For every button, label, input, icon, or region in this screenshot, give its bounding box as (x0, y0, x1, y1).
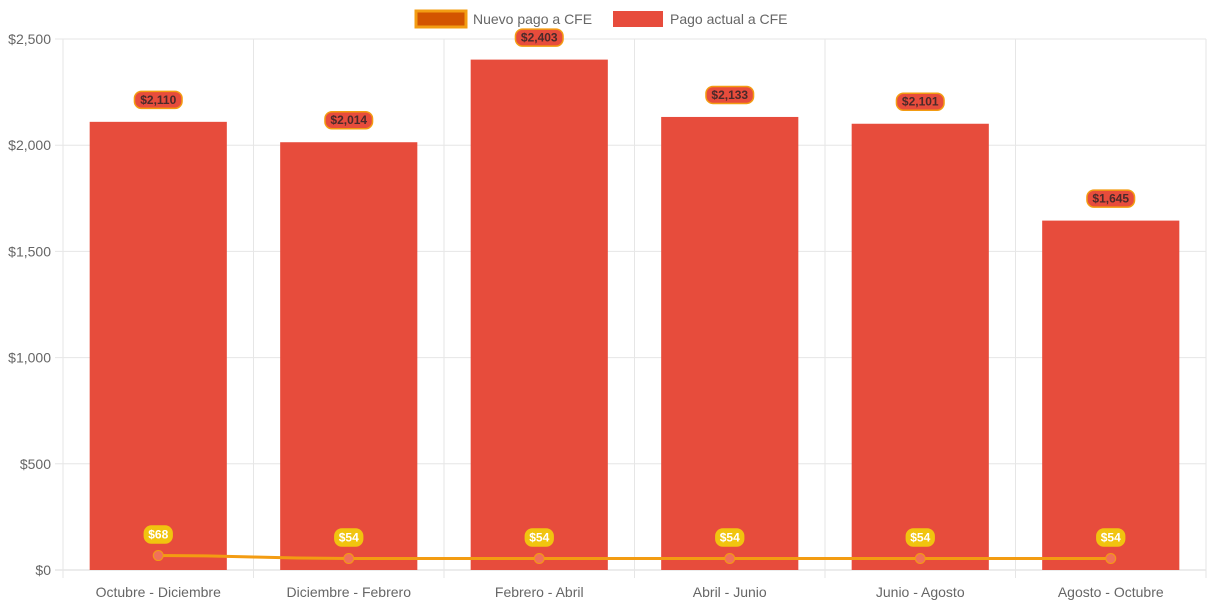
line-point[interactable] (1105, 553, 1117, 565)
legend-label: Pago actual a CFE (670, 11, 788, 27)
bar-value-label-bg (133, 90, 183, 110)
bar-value-label-text: $2,110 (140, 93, 176, 107)
x-tick-label: Agosto - Octubre (1058, 584, 1164, 600)
axes: $0 $500 $1,000 $1,500 $2,000 $2,500 Octubre - … (8, 31, 1164, 600)
x-tick-label: Abril - Junio (693, 584, 767, 600)
line-value-label: $54 (905, 528, 935, 547)
line-value-label: $54 (1096, 528, 1126, 547)
line-value-label-bg (715, 528, 745, 547)
y-tick-label: $500 (20, 456, 51, 472)
line-value-label-bg (905, 528, 935, 547)
line-value-label: $54 (334, 528, 364, 547)
line-point[interactable] (914, 553, 926, 565)
bar-value-label-bg (324, 110, 374, 130)
y-tick-label: $2,000 (8, 137, 51, 153)
bar-value-label-bg (895, 92, 945, 111)
legend-swatch (613, 11, 663, 27)
bar-value-label-text: $1,645 (1092, 192, 1129, 206)
bar[interactable] (851, 123, 989, 571)
line-value-label: $54 (715, 528, 745, 547)
y-tick-label: $2,500 (8, 31, 51, 47)
line-value-label-bg (143, 525, 173, 544)
line-value-label-text: $54 (720, 531, 740, 545)
line-point[interactable] (533, 553, 545, 565)
line-value-label-bg (1096, 528, 1126, 547)
bar-value-label: $1,645 (1086, 189, 1136, 208)
line-value-label-text: $68 (148, 528, 168, 542)
x-tick-label: Febrero - Abril (495, 584, 584, 600)
data-labels: $2,110 $2,014 $2,403 $2,133 $2,101 $1,645 $68 $… (133, 28, 1136, 547)
bar-value-label-text: $2,403 (521, 31, 558, 45)
y-tick-label: $1,000 (8, 350, 51, 366)
bar[interactable] (1042, 220, 1180, 571)
bar-value-label-bg (514, 28, 564, 47)
bar-value-label: $2,133 (705, 85, 755, 105)
bar-value-label-bg (1086, 189, 1136, 208)
line-value-label-text: $54 (1101, 531, 1121, 545)
x-tick-label: Diciembre - Febrero (287, 584, 412, 600)
legend-item-nuevo-pago[interactable]: Nuevo pago a CFE (414, 9, 592, 29)
bar-value-label-text: $2,101 (902, 95, 939, 109)
y-tick-label: $1,500 (8, 243, 51, 259)
line-value-label-text: $54 (529, 531, 549, 545)
line-point[interactable] (152, 550, 164, 562)
bar[interactable] (470, 59, 608, 571)
line-value-label-bg (334, 528, 364, 547)
bar-value-label: $2,014 (324, 110, 374, 130)
bar-value-label-bg (705, 85, 755, 105)
bar-value-label-text: $2,014 (330, 113, 367, 127)
bar-value-label-text: $2,133 (711, 88, 748, 102)
line-value-label-text: $54 (910, 531, 930, 545)
bar-series (89, 59, 1180, 571)
line-series (152, 550, 1117, 565)
grid (55, 38, 1207, 578)
bar[interactable] (661, 116, 799, 570)
legend[interactable]: Nuevo pago a CFE Pago actual a CFE (414, 9, 788, 29)
legend-label: Nuevo pago a CFE (473, 11, 592, 27)
series-line (158, 554, 1111, 561)
x-tick-label: Octubre - Diciembre (96, 584, 221, 600)
y-tick-label: $0 (35, 562, 51, 578)
bar-value-label: $2,110 (133, 90, 183, 110)
legend-item-pago-actual[interactable]: Pago actual a CFE (613, 11, 788, 27)
line-value-label: $68 (143, 525, 173, 544)
line-value-label-text: $54 (339, 531, 359, 545)
line-value-label: $54 (524, 528, 554, 547)
bar[interactable] (89, 121, 227, 570)
line-value-label-bg (524, 528, 554, 547)
x-tick-label: Junio - Agosto (876, 584, 965, 600)
line-point[interactable] (343, 553, 355, 565)
legend-swatch (414, 9, 468, 29)
line-point[interactable] (724, 553, 736, 565)
bar-value-label: $2,403 (514, 28, 564, 47)
bar-value-label: $2,101 (895, 92, 945, 111)
bar[interactable] (280, 142, 418, 571)
